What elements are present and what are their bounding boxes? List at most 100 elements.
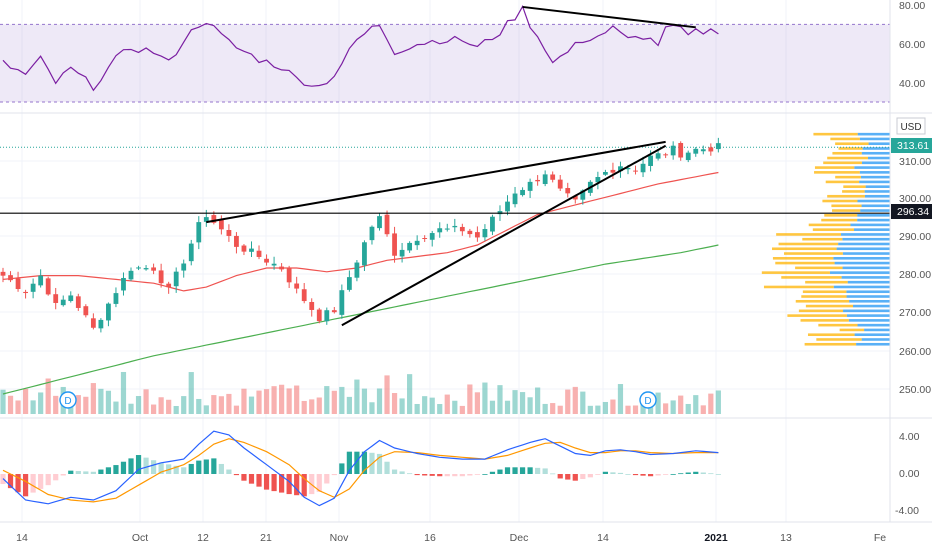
candle-body — [505, 201, 510, 212]
profile-bar-down — [761, 271, 830, 274]
volume-bar — [90, 383, 96, 414]
candle-body — [565, 188, 571, 194]
volume-bar — [143, 389, 149, 414]
profile-bar-down — [805, 280, 848, 284]
profile-bar-down — [821, 218, 858, 222]
candle-body — [234, 235, 239, 247]
wedge-lower-trendline[interactable] — [341, 144, 667, 327]
volume-bar — [120, 371, 127, 414]
candle-body — [693, 148, 699, 154]
volume-bar — [98, 388, 104, 414]
profile-bar-up — [829, 271, 890, 274]
profile-bar-down — [831, 204, 862, 208]
histogram-bar — [580, 474, 586, 480]
volume-bar — [602, 401, 608, 414]
volume-bar — [670, 400, 676, 414]
profile-bar-up — [857, 214, 890, 217]
profile-bar-down — [823, 161, 862, 165]
profile-bar-up — [847, 280, 890, 284]
rsi-tick: 80.00 — [899, 0, 925, 12]
profile-bar-up — [856, 342, 890, 346]
level-price-box — [891, 204, 932, 219]
profile-bar-up — [842, 252, 890, 255]
histogram-bar — [497, 469, 503, 474]
volume-bar — [482, 382, 488, 414]
candle-body — [23, 291, 28, 294]
price-tick: 280.00 — [899, 269, 931, 281]
histogram-bar — [135, 455, 142, 474]
volume-bar — [504, 400, 511, 414]
dividend-marker[interactable]: D — [639, 391, 657, 409]
histogram-bar — [294, 474, 300, 496]
profile-bar-up — [868, 142, 890, 146]
profile-bar-down — [843, 185, 866, 188]
volume-bar — [309, 399, 315, 414]
histogram-bar — [655, 474, 661, 476]
volume-bar — [135, 396, 142, 414]
volume-layer — [0, 371, 721, 414]
profile-bar-down — [830, 137, 860, 141]
wedge-upper-trendline[interactable] — [206, 140, 666, 224]
rsi-line — [2, 4, 719, 92]
histogram-bar — [459, 474, 465, 477]
profile-bar-down — [825, 180, 860, 184]
histogram-bar — [158, 462, 164, 474]
profile-bar-down — [827, 194, 865, 198]
histogram-bar — [354, 451, 360, 474]
histogram-bar — [572, 474, 578, 481]
candle-body — [625, 167, 631, 170]
histogram-bar — [173, 465, 179, 474]
profile-bar-up — [864, 328, 890, 332]
histogram-bar — [693, 471, 699, 474]
volume-bar — [75, 395, 81, 414]
dividend-marker[interactable]: D — [59, 391, 77, 409]
profile-bar-down — [816, 338, 862, 341]
histogram-bar — [489, 471, 496, 474]
volume-bar — [53, 395, 59, 414]
volume-bar — [301, 400, 307, 414]
histogram-bar — [279, 474, 285, 493]
price-tick: 310.00 — [899, 156, 931, 168]
profile-bar-up — [850, 223, 890, 227]
candle-body — [136, 267, 141, 269]
histogram-bar — [527, 467, 533, 474]
candle-body — [324, 310, 330, 322]
histogram-bar — [414, 474, 420, 476]
histogram-bar — [346, 451, 352, 474]
volume-bar — [693, 395, 699, 414]
histogram-bar — [128, 458, 134, 474]
histogram-bar — [241, 474, 247, 481]
currency-label[interactable]: USD — [896, 117, 926, 135]
histogram-bar — [452, 474, 458, 477]
profile-bar-down — [835, 175, 861, 179]
histogram-bar — [625, 474, 631, 475]
profile-bar-down — [781, 276, 842, 279]
histogram-bar — [670, 474, 676, 475]
macd-tick: -4.00 — [895, 505, 919, 517]
candle-body — [113, 293, 119, 304]
volume-bar — [617, 384, 624, 414]
candles-layer — [0, 137, 721, 333]
candle-body — [414, 240, 420, 246]
grid-layer — [0, 0, 890, 522]
volume-bar — [369, 402, 375, 414]
volume-bar — [519, 392, 526, 414]
volume-bar — [550, 403, 556, 414]
profile-bar-up — [854, 333, 890, 337]
candle-body — [45, 278, 51, 295]
last-price-label: 313.61 — [891, 138, 932, 153]
macd-line — [2, 430, 719, 507]
histogram-bar — [685, 472, 691, 474]
time-tick: Oct — [132, 532, 148, 544]
profile-bar-down — [805, 304, 853, 308]
volume-bar — [459, 405, 465, 414]
dividend-marker-circle — [59, 391, 77, 409]
profile-bar-down — [832, 151, 862, 155]
candle-body — [512, 193, 518, 205]
histogram-bar — [678, 473, 684, 475]
candle-body — [422, 238, 428, 240]
histogram-bar — [663, 474, 669, 475]
volume-bar — [188, 372, 194, 414]
rsi-trendline[interactable] — [522, 5, 696, 29]
